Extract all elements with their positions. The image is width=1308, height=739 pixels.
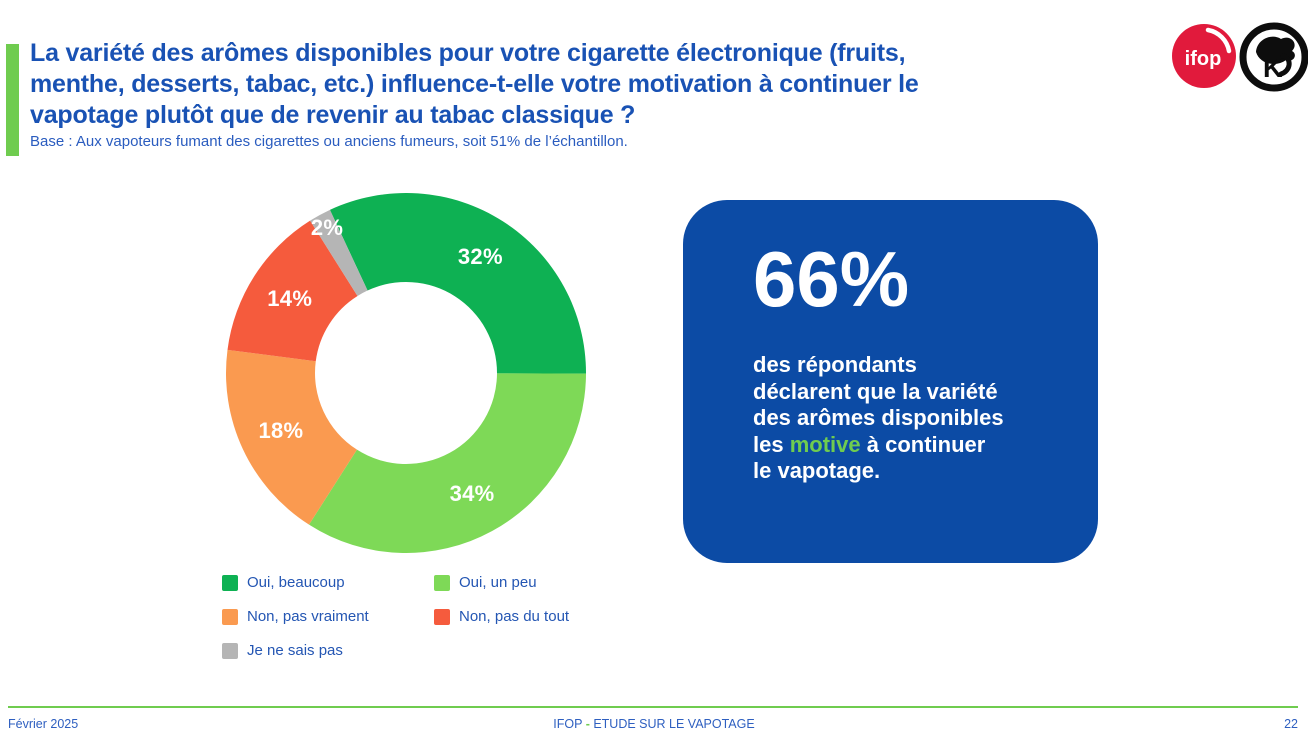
footer-dash: - bbox=[585, 717, 590, 731]
legend-swatch-icon bbox=[222, 574, 238, 591]
footer-center: IFOP - ETUDE SUR LE VAPOTAGE bbox=[0, 717, 1308, 731]
ifop-logo-text: ifop bbox=[1185, 48, 1222, 70]
page-title: La variété des arômes disponibles pour v… bbox=[30, 39, 919, 129]
black-swirl-logo-icon: K bbox=[1239, 22, 1308, 92]
legend-swatch-icon bbox=[222, 642, 238, 659]
donut-chart: 32% 34% 18% 14% 2% bbox=[226, 193, 586, 553]
footer-date: Février 2025 bbox=[8, 717, 79, 731]
legend-item-3: Non, pas du tout bbox=[434, 608, 569, 625]
donut-segment-0 bbox=[329, 193, 586, 374]
donut-segment-2 bbox=[226, 349, 357, 525]
donut-svg bbox=[226, 193, 586, 553]
base-note: Base : Aux vapoteurs fumant des cigarett… bbox=[30, 133, 628, 150]
legend-item-1: Oui, un peu bbox=[434, 574, 569, 591]
stat-card: 66% des répondants déclarent que la vari… bbox=[683, 200, 1098, 563]
stat-text: des répondants déclarent que la variété … bbox=[753, 352, 1073, 485]
legend-item-2: Non, pas vraiment bbox=[222, 608, 434, 625]
legend-swatch-icon bbox=[222, 608, 238, 625]
legend-label: Non, pas du tout bbox=[459, 608, 570, 625]
stat-highlight: motive bbox=[789, 431, 861, 457]
legend-label: Je ne sais pas bbox=[247, 642, 343, 659]
footer-study-title: ETUDE SUR LE VAPOTAGE bbox=[589, 717, 755, 731]
legend-item-0: Oui, beaucoup bbox=[222, 574, 434, 591]
footer-ifop: IFOP bbox=[553, 717, 586, 731]
legend-swatch-icon bbox=[434, 574, 450, 591]
title-accent-bar bbox=[6, 44, 19, 156]
stat-text-after: à continuer le vapotage. bbox=[753, 431, 986, 484]
legend-label: Oui, un peu bbox=[459, 574, 537, 591]
stat-headline: 66% bbox=[753, 235, 910, 323]
legend-swatch-icon bbox=[434, 608, 450, 625]
legend: Oui, beaucoup Oui, un peu Non, pas vraimen… bbox=[222, 574, 569, 659]
donut-segment-1 bbox=[309, 373, 586, 553]
legend-label: Non, pas vraiment bbox=[247, 608, 369, 625]
donut-segment-3 bbox=[227, 220, 358, 362]
black-logo-k-glyph: K bbox=[1263, 53, 1283, 83]
page-number: 22 bbox=[1284, 717, 1298, 731]
legend-item-4: Je ne sais pas bbox=[222, 642, 434, 659]
footer-divider bbox=[8, 706, 1298, 708]
ifop-logo-icon: ifop bbox=[1172, 24, 1236, 88]
legend-label: Oui, beaucoup bbox=[247, 574, 345, 591]
donut-segment-4 bbox=[310, 209, 368, 296]
stat-text-before: des répondants déclarent que la variété … bbox=[753, 352, 1004, 457]
